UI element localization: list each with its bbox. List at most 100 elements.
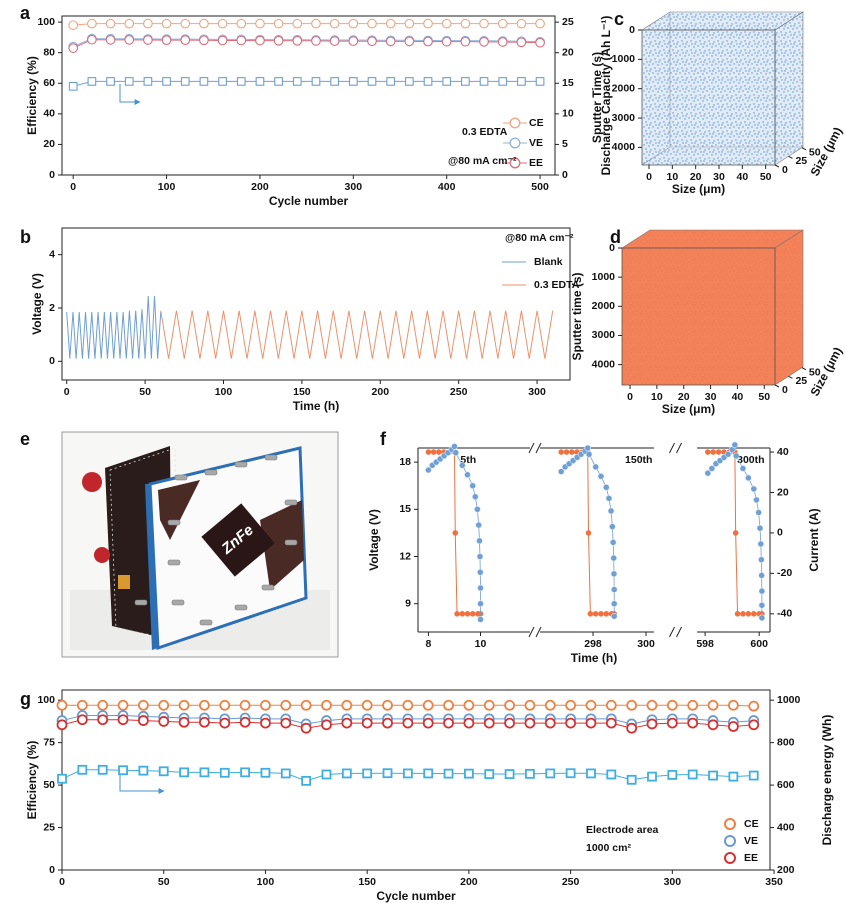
x-tick-label: 300 — [528, 386, 546, 398]
current-point — [587, 611, 594, 617]
marker — [87, 77, 97, 86]
marker — [362, 768, 373, 779]
y-tick-label: 100 — [37, 694, 55, 706]
marker — [239, 699, 251, 711]
marker — [402, 768, 413, 779]
z-tick — [774, 164, 780, 168]
marker — [605, 699, 617, 711]
panel-letter: b — [20, 227, 31, 247]
marker — [105, 18, 116, 29]
y2-tick-label: 5 — [562, 138, 568, 150]
y-tick-label: 0 — [49, 355, 55, 367]
voltage-point — [607, 507, 615, 515]
marker — [260, 699, 271, 711]
voltage-point — [708, 465, 716, 472]
marker — [463, 768, 474, 779]
volume-side — [774, 11, 804, 166]
marker — [178, 716, 190, 728]
voltage-point — [704, 469, 712, 477]
legend-item: EE — [724, 852, 758, 864]
y-tick-label: 50 — [43, 779, 55, 791]
marker — [404, 18, 415, 29]
marker — [348, 77, 358, 86]
marker — [423, 77, 433, 86]
legend-marker — [724, 852, 736, 864]
axis-break — [669, 442, 675, 454]
x-tick-label: 10 — [666, 171, 678, 183]
marker — [199, 35, 209, 46]
marker — [402, 717, 414, 729]
x-tick-label: 30 — [705, 391, 717, 403]
legend-marker — [509, 157, 521, 169]
marker — [124, 34, 135, 45]
y-tick-label: 20 — [43, 138, 55, 150]
marker — [180, 35, 191, 46]
marker — [162, 77, 171, 86]
marker — [565, 699, 577, 711]
marker — [666, 699, 678, 711]
marker — [535, 77, 545, 86]
y2-tick-label: 20 — [777, 486, 789, 498]
x-tick-label: 20 — [690, 171, 702, 183]
y2-axis-title: Discharge Capacity (Ah L⁻¹) — [599, 16, 613, 176]
current-point — [430, 449, 437, 455]
marker — [385, 36, 396, 47]
marker — [199, 18, 209, 29]
annotation: @80 mA cm⁻² — [448, 155, 517, 167]
voltage-point — [452, 449, 460, 457]
voltage-point — [476, 537, 483, 545]
legend-marker — [509, 137, 521, 149]
marker — [498, 77, 508, 86]
marker — [239, 716, 251, 728]
marker — [68, 20, 79, 31]
marker — [386, 77, 396, 86]
voltage-point — [477, 584, 484, 592]
volume-front — [621, 247, 776, 386]
y2-tick-label: 25 — [562, 16, 574, 28]
marker — [124, 77, 134, 86]
marker — [443, 699, 454, 711]
marker — [404, 36, 415, 47]
marker — [236, 35, 247, 46]
marker — [76, 714, 88, 726]
marker — [321, 719, 332, 731]
marker — [479, 18, 489, 29]
voltage-point — [425, 466, 432, 474]
y-tick-label: 0 — [49, 864, 55, 876]
marker — [463, 717, 475, 729]
voltage-point — [602, 484, 610, 491]
y-axis-title: Sputter Time (s) — [590, 52, 604, 143]
legend-item: EE — [503, 157, 543, 169]
y2-tick-label: 40 — [777, 446, 789, 458]
marker — [647, 771, 657, 782]
panel-letter: g — [20, 689, 31, 709]
current-point — [558, 449, 565, 455]
x-tick-label: 50 — [158, 876, 170, 888]
marker — [443, 768, 454, 779]
y2-tick-label: 800 — [777, 736, 795, 748]
marker — [626, 722, 638, 734]
voltage-point — [756, 524, 764, 532]
marker — [301, 775, 312, 786]
marker — [117, 714, 129, 726]
marker — [274, 77, 283, 86]
marker — [321, 769, 332, 780]
x-tick-label: 0 — [59, 876, 65, 888]
x-tick-label: 100 — [158, 181, 176, 193]
marker — [77, 764, 88, 775]
current-point — [452, 530, 459, 536]
y-tick-label: 40 — [43, 108, 55, 120]
x-axis-title: Cycle number — [376, 889, 456, 903]
marker — [707, 699, 719, 711]
marker — [687, 699, 699, 711]
marker — [441, 18, 452, 29]
marker — [516, 37, 527, 48]
z-tick-label: 0 — [782, 384, 788, 396]
marker — [311, 77, 321, 86]
voltage-point — [592, 463, 599, 471]
y-axis-title: Voltage (V) — [367, 509, 381, 571]
x-tick-label: 20 — [678, 391, 690, 403]
marker — [219, 699, 231, 711]
